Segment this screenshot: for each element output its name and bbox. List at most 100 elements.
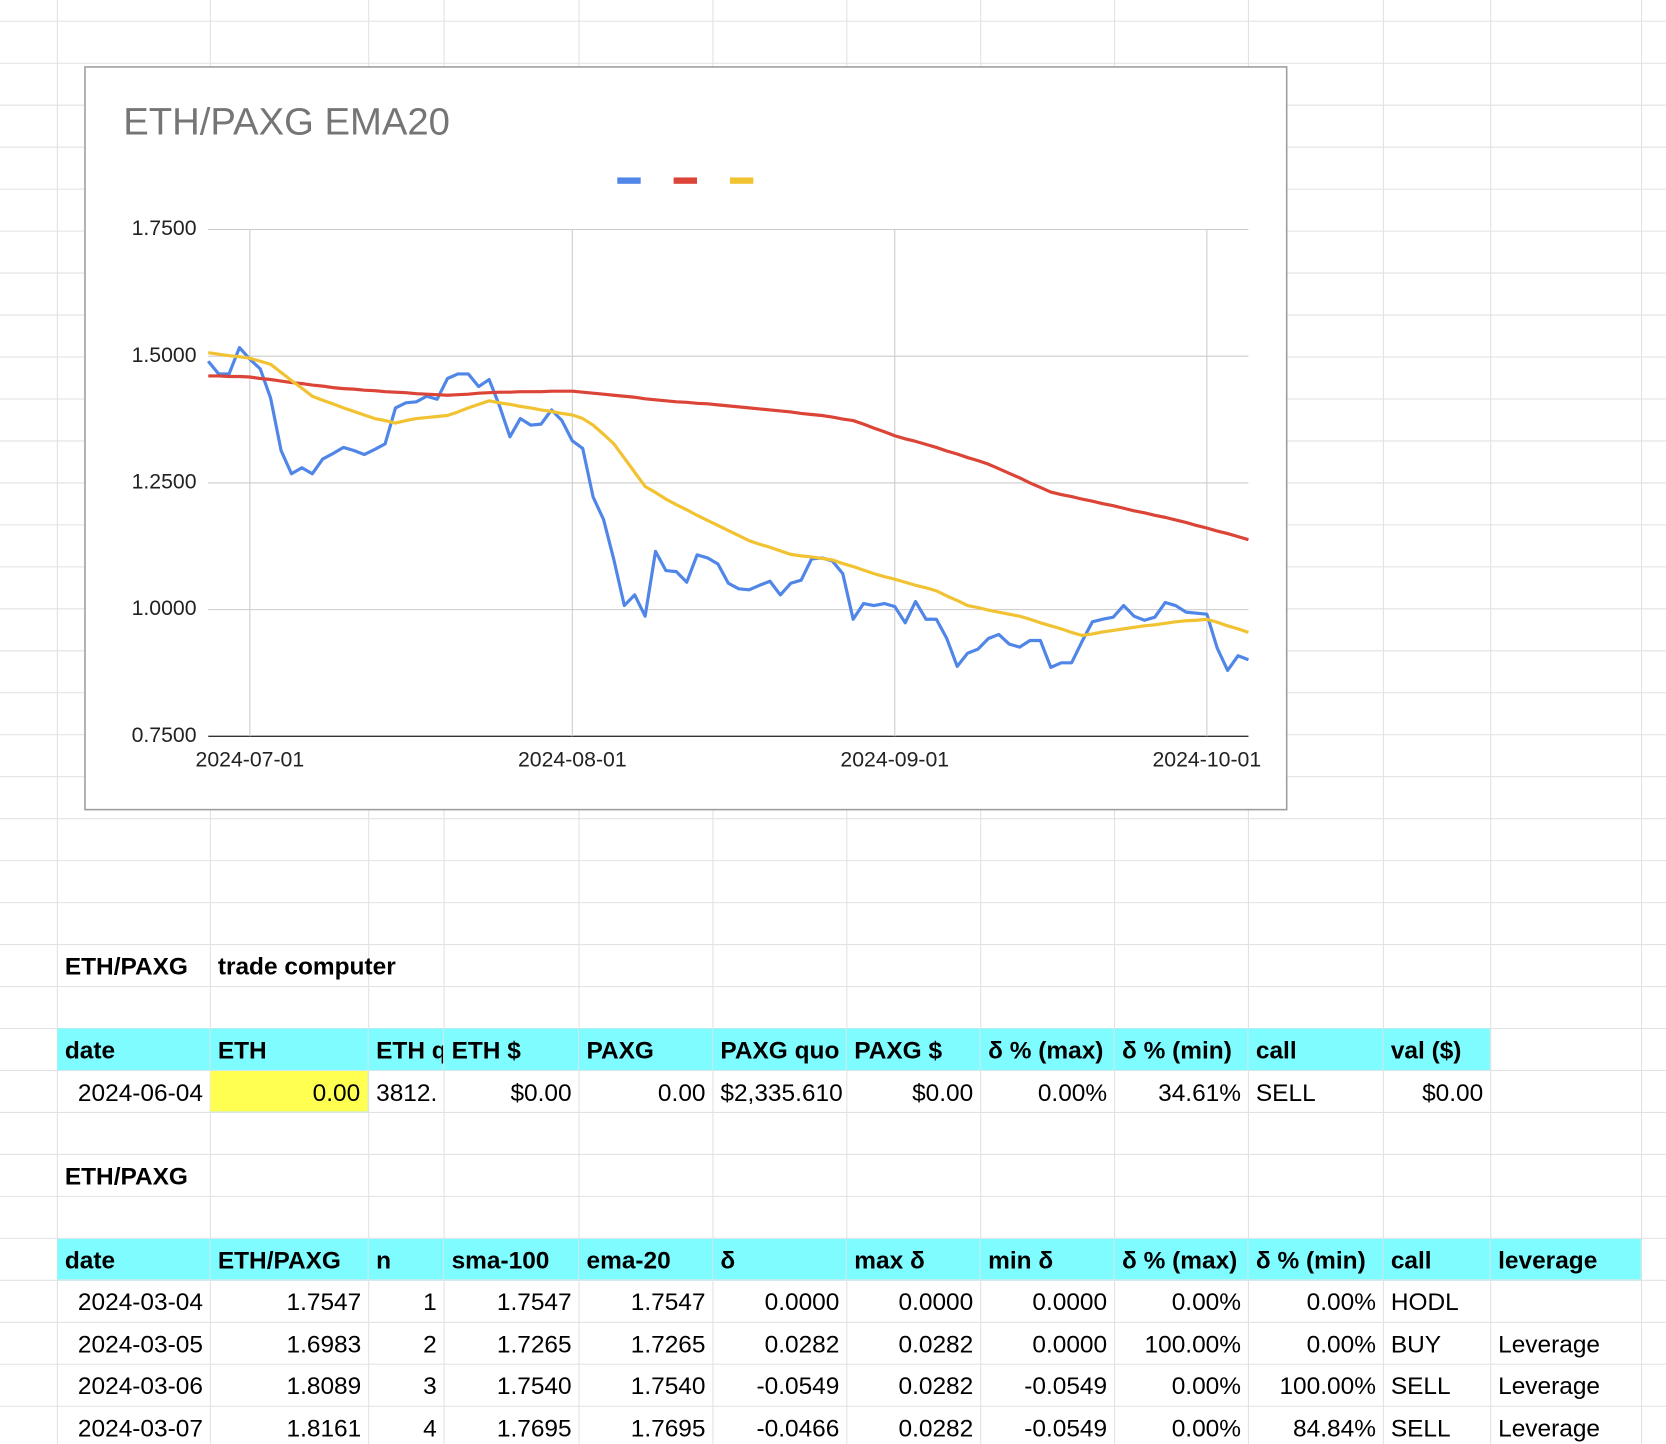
cell[interactable]: 4 <box>423 1413 437 1442</box>
cell[interactable]: 1.7265 <box>630 1329 706 1358</box>
series-line <box>207 345 1250 673</box>
cell[interactable]: Leverage <box>1498 1329 1601 1358</box>
header-cell[interactable]: PAXG <box>579 1028 713 1071</box>
cell[interactable]: 1.7547 <box>630 1287 706 1316</box>
cell[interactable]: 1.7540 <box>630 1371 706 1400</box>
cell[interactable]: 0.00% <box>1171 1371 1241 1400</box>
header-cell[interactable]: date <box>57 1238 211 1281</box>
cell[interactable]: 0.0282 <box>764 1329 840 1358</box>
cell[interactable]: 0.00% <box>1171 1287 1241 1316</box>
cell[interactable]: 2024-03-07 <box>77 1413 203 1442</box>
header-cell[interactable]: ETH <box>210 1028 369 1071</box>
chart-frame[interactable] <box>84 66 1288 811</box>
cell[interactable]: HODL <box>1390 1287 1459 1316</box>
input-cell[interactable]: 0.00 <box>210 1070 369 1113</box>
cell[interactable]: 2024-03-04 <box>77 1287 203 1316</box>
y-tick-label: 1.0000 <box>132 596 197 620</box>
section-title[interactable]: ETH/PAXG <box>64 952 188 980</box>
header-cell[interactable]: PAXG quo <box>712 1028 847 1071</box>
cell[interactable]: 2024-06-04 <box>77 1077 203 1106</box>
header-cell[interactable]: δ <box>712 1238 847 1281</box>
cell[interactable]: 0.0000 <box>898 1287 974 1316</box>
cell[interactable]: 0.0282 <box>898 1329 974 1358</box>
cell[interactable]: 0.00% <box>1306 1329 1376 1358</box>
header-cell[interactable]: ETH/PAXG <box>210 1238 369 1281</box>
cell[interactable]: 3812. <box>376 1077 438 1106</box>
cell[interactable]: 1.7265 <box>496 1329 572 1358</box>
y-tick-label: 1.7500 <box>132 216 197 240</box>
header-cell[interactable]: val ($) <box>1383 1028 1491 1071</box>
header-cell[interactable]: δ % (max) <box>980 1028 1115 1071</box>
cell[interactable]: 1.7547 <box>286 1287 362 1316</box>
x-tick-label: 2024-10-01 <box>1152 747 1261 771</box>
header-cell[interactable]: δ % (min) <box>1248 1238 1384 1281</box>
cell[interactable]: 0.0282 <box>898 1371 974 1400</box>
cell[interactable]: -0.0549 <box>1024 1413 1108 1442</box>
cell[interactable]: 1 <box>423 1287 437 1316</box>
cell[interactable]: -0.0549 <box>1024 1371 1108 1400</box>
header-cell[interactable]: date <box>57 1028 211 1071</box>
section-title[interactable]: ETH/PAXG <box>64 1161 188 1190</box>
header-cell[interactable]: δ % (min) <box>1114 1028 1249 1071</box>
y-tick-label: 0.7500 <box>132 723 197 747</box>
header-cell[interactable]: ETH $ <box>444 1028 580 1071</box>
header-cell[interactable]: δ % (max) <box>1114 1238 1249 1281</box>
cell[interactable]: Leverage <box>1498 1371 1601 1400</box>
cell[interactable]: 100.00% <box>1279 1371 1376 1400</box>
cell[interactable]: -0.0466 <box>756 1413 840 1442</box>
header-cell[interactable]: PAXG $ <box>846 1028 981 1071</box>
header-cell[interactable]: max δ <box>846 1238 981 1281</box>
cell[interactable]: 0.00% <box>1037 1077 1108 1106</box>
header-cell[interactable]: call <box>1248 1028 1384 1071</box>
header-cell[interactable]: ema-20 <box>579 1238 713 1281</box>
header-cell[interactable]: n <box>368 1238 445 1281</box>
cell[interactable]: 100.00% <box>1144 1329 1241 1358</box>
x-tick-label: 2024-08-01 <box>518 747 627 771</box>
header-cell[interactable]: leverage <box>1490 1238 1642 1281</box>
cell[interactable]: 1.7695 <box>496 1413 572 1442</box>
series-line <box>208 351 1249 638</box>
legend-swatch <box>617 177 641 184</box>
y-tick-label: 1.2500 <box>132 470 197 494</box>
cell[interactable]: 2 <box>423 1329 437 1358</box>
cell[interactable]: 1.7540 <box>496 1371 572 1400</box>
cell[interactable]: SELL <box>1390 1413 1451 1442</box>
cell[interactable]: 0.0000 <box>1032 1329 1108 1358</box>
cell[interactable]: $0.00 <box>1422 1077 1484 1106</box>
cell[interactable]: Leverage <box>1498 1413 1601 1442</box>
cell[interactable]: $0.00 <box>912 1077 974 1106</box>
cell[interactable]: 34.61% <box>1158 1077 1241 1106</box>
cell[interactable]: 0.0000 <box>1032 1287 1108 1316</box>
cell[interactable]: 1.7695 <box>630 1413 706 1442</box>
cell[interactable]: 0.00% <box>1171 1413 1241 1442</box>
legend-swatch <box>729 177 754 184</box>
cell[interactable]: 2024-03-05 <box>77 1329 203 1358</box>
x-tick-label: 2024-07-01 <box>196 747 305 771</box>
plot-area: 0.7500 1.0000 1.2500 1.5000 1.7500 2024-07-01… <box>132 177 1261 771</box>
cell[interactable]: 0.00% <box>1306 1287 1376 1316</box>
section-title[interactable]: trade computer <box>217 952 396 980</box>
cell[interactable]: 84.84% <box>1293 1413 1376 1442</box>
cell[interactable]: SELL <box>1255 1077 1316 1106</box>
legend-swatch <box>673 177 697 184</box>
cell[interactable]: BUY <box>1390 1329 1442 1358</box>
cell[interactable]: 1.7547 <box>496 1287 572 1316</box>
cell[interactable]: 0.0282 <box>898 1413 974 1442</box>
cell[interactable]: -0.0549 <box>756 1371 840 1400</box>
x-tick-label: 2024-09-01 <box>840 747 949 771</box>
cell[interactable]: SELL <box>1390 1371 1451 1400</box>
cell[interactable]: $0.00 <box>510 1077 572 1106</box>
cell[interactable]: 0.00 <box>657 1077 706 1106</box>
cell[interactable]: 2024-03-06 <box>77 1371 203 1400</box>
cell[interactable]: 1.8089 <box>286 1371 362 1400</box>
header-cell[interactable]: min δ <box>980 1238 1115 1281</box>
header-cell[interactable]: call <box>1383 1238 1491 1281</box>
cell[interactable]: 3 <box>423 1371 437 1400</box>
cell[interactable]: 0.0000 <box>764 1287 840 1316</box>
cell[interactable]: 1.8161 <box>286 1413 362 1442</box>
cell[interactable]: $2,335.610 <box>720 1077 843 1106</box>
header-cell[interactable]: sma-100 <box>444 1238 580 1281</box>
cell[interactable]: 1.6983 <box>286 1329 362 1358</box>
header-cell[interactable]: ETH q <box>368 1028 445 1071</box>
